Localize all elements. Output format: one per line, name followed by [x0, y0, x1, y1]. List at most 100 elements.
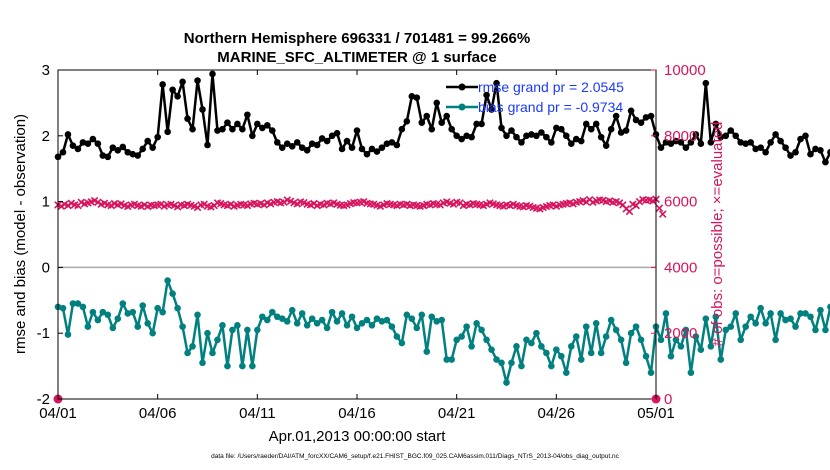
bias-point [722, 326, 730, 334]
rmse-point [303, 146, 311, 154]
rmse-point [119, 143, 127, 151]
bias-point [717, 356, 725, 363]
x-tick-label: 04/21 [438, 405, 476, 422]
bias-point [493, 356, 500, 363]
bias-point [428, 313, 436, 321]
rmse-point [74, 145, 82, 153]
rmse-point [797, 135, 804, 143]
bias-point [69, 300, 77, 307]
bias-point [383, 316, 391, 324]
rmse-point [742, 140, 749, 147]
bias-point [259, 313, 266, 321]
bias-point [264, 316, 271, 324]
rmse-point [388, 139, 396, 146]
rmse-point [79, 139, 87, 146]
bias-point [209, 349, 216, 357]
y-axis-label-left: rmse and bias (model - observation) [12, 114, 29, 354]
rmse-point [612, 112, 620, 120]
rmse-point [358, 145, 366, 153]
rmse-point [712, 120, 720, 128]
bias-point [602, 333, 610, 340]
rmse-point [637, 119, 645, 126]
bias-point [189, 343, 196, 350]
rmse-point [747, 139, 754, 146]
rmse-point [662, 139, 670, 146]
rmse-point [278, 144, 286, 151]
rmse-point [104, 153, 112, 161]
y-tick-label: -1 [37, 325, 50, 342]
bias-point [224, 362, 231, 370]
rmse-point [687, 139, 695, 146]
rmse-point [817, 146, 824, 154]
rmse-point [528, 131, 535, 138]
bias-point [463, 323, 470, 330]
bias-point [742, 323, 749, 330]
rmse-point [577, 137, 585, 145]
bias-point [408, 315, 416, 323]
rmse-point [602, 142, 610, 149]
rmse-point [433, 99, 441, 107]
bias-point [448, 356, 455, 363]
bias-point [413, 324, 421, 332]
bias-point [533, 329, 540, 337]
rmse-point [328, 132, 336, 140]
bias-point [627, 329, 635, 337]
bias-point [667, 352, 675, 360]
bias-point [518, 362, 525, 370]
bias-point [732, 310, 740, 317]
bias-point [373, 315, 381, 323]
rmse-point [582, 120, 590, 128]
bias-point [438, 316, 446, 324]
rmse-point [767, 139, 774, 146]
bias-point [498, 359, 505, 367]
bias-point [443, 356, 451, 363]
rmse-point [89, 135, 97, 143]
bias-series-line [57, 279, 830, 384]
bias-point [503, 379, 510, 386]
rmse-point [363, 150, 371, 158]
rmse-point [533, 132, 540, 140]
obs-evaluated-marker [625, 207, 634, 216]
bias-point [558, 352, 565, 360]
bias-point [538, 343, 545, 350]
rmse-point [383, 140, 391, 147]
bias-point [139, 302, 147, 309]
rmse-point [159, 81, 166, 88]
bias-point [239, 362, 246, 370]
rmse-point [154, 133, 161, 141]
bias-point [797, 310, 804, 317]
bias-point [99, 308, 107, 316]
bias-point [677, 343, 685, 350]
bias-point [592, 320, 600, 327]
rmse-point [224, 119, 231, 126]
bias-point [817, 306, 824, 314]
rmse-point [134, 152, 142, 159]
bias-point [508, 359, 515, 367]
rmse-point [473, 120, 480, 128]
bias-point [169, 290, 176, 298]
rmse-point [822, 158, 829, 166]
bias-point [483, 336, 490, 344]
bias-point [114, 315, 122, 323]
rmse-point [672, 137, 680, 145]
rmse-point [627, 107, 635, 115]
x-tick-label: 04/01 [39, 405, 77, 422]
rmse-point [617, 129, 625, 136]
rmse-point [702, 79, 710, 87]
rmse-point [732, 132, 740, 140]
rmse-point [229, 125, 236, 133]
rmse-point [189, 125, 196, 133]
rmse-point [249, 132, 256, 140]
bias-point [458, 333, 465, 340]
chart-title: Northern Hemisphere 696331 / 701481 = 99… [184, 30, 530, 47]
bias-point [767, 310, 774, 317]
bias-point [214, 336, 221, 344]
rmse-point [413, 94, 421, 101]
bias-point [478, 326, 485, 334]
rmse-point [239, 125, 246, 133]
rmse-point [99, 152, 107, 159]
rmse-point [184, 115, 191, 122]
rmse-point [632, 116, 640, 124]
rmse-point [64, 131, 72, 138]
